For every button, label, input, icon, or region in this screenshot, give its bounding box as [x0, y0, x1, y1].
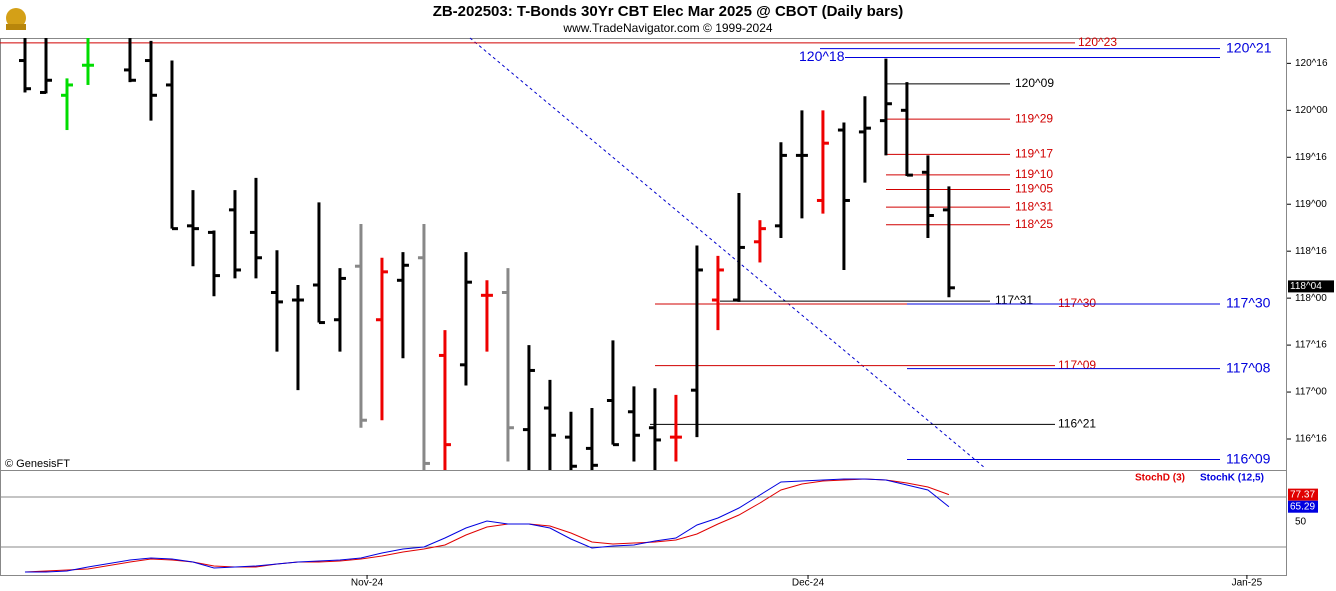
legend-entry: StochD (3) [1135, 473, 1185, 484]
y-tick-label: 117^16 [1295, 340, 1327, 351]
y-tick-label: 117^00 [1295, 387, 1327, 398]
price-level-label: 120^18 [799, 48, 845, 64]
stoch-panel [0, 470, 1287, 576]
price-level-label: 118^31 [1015, 199, 1053, 213]
price-level-label: 120^21 [1226, 39, 1272, 55]
legend-entry: StochK (12,5) [1200, 473, 1264, 484]
x-tick-label: Dec-24 [792, 578, 825, 589]
chart-subtitle: www.TradeNavigator.com © 1999-2024 [562, 21, 772, 35]
trend-line [469, 37, 986, 469]
logo [6, 8, 26, 30]
last-price-box [1288, 280, 1334, 293]
y-tick-label: 119^00 [1295, 199, 1327, 210]
price-level-label: 116^09 [1226, 450, 1271, 466]
y-tick-label: 118^00 [1295, 293, 1327, 304]
y-tick-label: 119^16 [1295, 152, 1327, 163]
y-tick-label: 116^16 [1295, 434, 1327, 445]
price-level-label: 118^25 [1015, 217, 1053, 231]
x-tick-label: Nov-24 [351, 578, 384, 589]
y-tick-label: 120^16 [1295, 58, 1328, 69]
last-price-label: 118^04 [1290, 281, 1322, 292]
value-box-label: 65.29 [1290, 501, 1315, 512]
y-tick-label: 120^00 [1295, 105, 1328, 116]
x-tick-label: Jan-25 [1232, 578, 1263, 589]
price-level-label: 117^08 [1226, 359, 1271, 375]
stoch-line [24, 478, 950, 573]
chart-title: ZB-202503: T-Bonds 30Yr CBT Elec Mar 202… [433, 3, 904, 20]
y-tick-label: 118^16 [1295, 246, 1327, 257]
price-level-label: 119^10 [1015, 167, 1053, 181]
price-level-label: 116^21 [1058, 417, 1096, 431]
value-box [1288, 488, 1318, 501]
price-level-label: 117^09 [1058, 358, 1096, 372]
price-level-label: 119^17 [1015, 147, 1053, 161]
price-level-label: 117^31 [995, 293, 1033, 307]
price-level-label: 119^05 [1015, 182, 1053, 196]
price-level-label: 120^23 [1078, 35, 1117, 49]
y-tick-label: 50 [1295, 517, 1307, 528]
value-box-label: 77.37 [1290, 489, 1315, 500]
price-level-label: 119^29 [1015, 111, 1053, 125]
watermark: © GenesisFT [5, 458, 70, 470]
price-level-label: 117^30 [1226, 295, 1271, 311]
value-box [1288, 500, 1318, 513]
price-level-label: 117^30 [1058, 296, 1096, 310]
price-level-label: 120^09 [1015, 76, 1054, 90]
